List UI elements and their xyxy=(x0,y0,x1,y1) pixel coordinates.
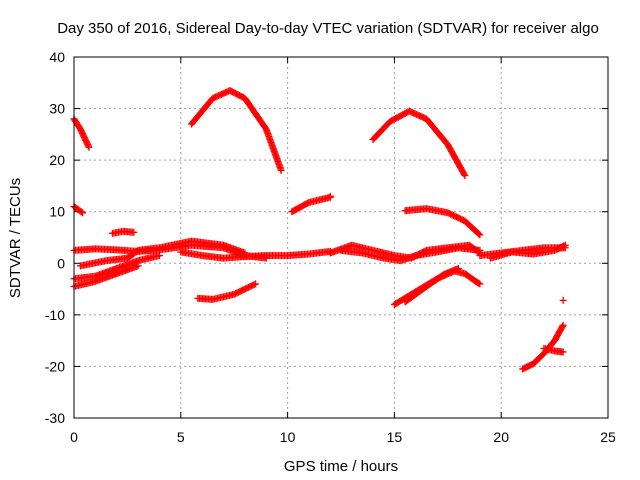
plot-frame xyxy=(73,56,609,419)
data-point xyxy=(454,264,462,272)
y-tick-label: 0 xyxy=(57,255,65,271)
x-tick-label: 20 xyxy=(493,429,509,445)
x-tick-label: 25 xyxy=(600,429,616,445)
data-point xyxy=(476,231,484,239)
data-point xyxy=(475,230,483,238)
data-point xyxy=(134,262,142,270)
y-tick-label: -20 xyxy=(45,358,65,374)
x-tick-label: 10 xyxy=(280,429,296,445)
axis-ticks: 0 5 10 15 20 25 -30 -20 -10 0 10 20 30 40 xyxy=(45,49,616,445)
data-point xyxy=(476,280,484,288)
y-tick-label: 30 xyxy=(49,101,65,117)
x-axis-label: GPS time / hours xyxy=(284,458,398,475)
y-tick-label: 40 xyxy=(49,49,65,65)
data-point xyxy=(84,142,92,150)
data-point xyxy=(558,322,566,330)
chart-title: Day 350 of 2016, Sidereal Day-to-day VTE… xyxy=(57,20,599,37)
data-point xyxy=(252,280,260,288)
x-tick-label: 0 xyxy=(70,429,78,445)
data-point xyxy=(561,241,569,249)
data-point xyxy=(155,252,163,260)
data-point xyxy=(250,281,258,289)
data-point xyxy=(79,209,87,217)
data-points xyxy=(70,87,569,373)
y-axis-label: SDTVAR / TECUs xyxy=(7,178,24,298)
data-point xyxy=(559,296,567,304)
y-tick-label: -10 xyxy=(45,307,65,323)
data-point xyxy=(77,208,85,216)
y-tick-label: -30 xyxy=(45,410,65,426)
y-tick-label: 20 xyxy=(49,152,65,168)
data-point xyxy=(461,172,469,180)
data-point xyxy=(277,166,285,174)
data-point xyxy=(460,170,468,178)
x-tick-label: 15 xyxy=(387,429,403,445)
data-point xyxy=(559,321,567,329)
data-point xyxy=(326,192,334,200)
data-point xyxy=(85,143,93,151)
x-tick-label: 5 xyxy=(177,429,185,445)
data-point xyxy=(559,348,567,356)
y-tick-label: 10 xyxy=(49,204,65,220)
data-point xyxy=(130,228,138,236)
